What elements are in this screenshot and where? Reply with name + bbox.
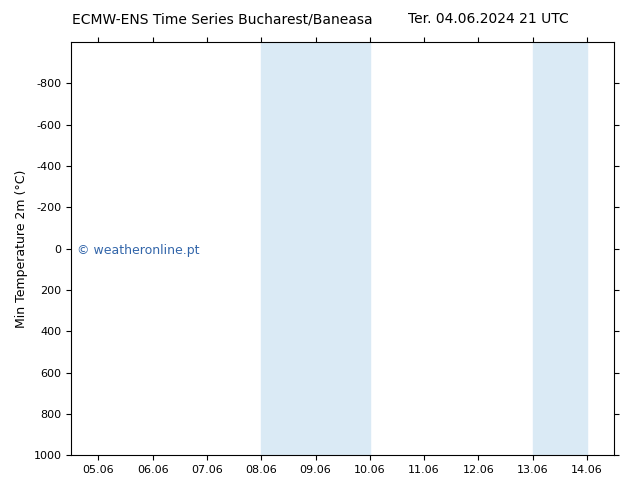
Text: Ter. 04.06.2024 21 UTC: Ter. 04.06.2024 21 UTC — [408, 12, 569, 26]
Y-axis label: Min Temperature 2m (°C): Min Temperature 2m (°C) — [15, 170, 28, 328]
Bar — [261, 42, 370, 455]
Text: © weatheronline.pt: © weatheronline.pt — [77, 244, 199, 257]
Text: ECMW-ENS Time Series Bucharest/Baneasa: ECMW-ENS Time Series Bucharest/Baneasa — [72, 12, 372, 26]
Bar — [533, 42, 587, 455]
